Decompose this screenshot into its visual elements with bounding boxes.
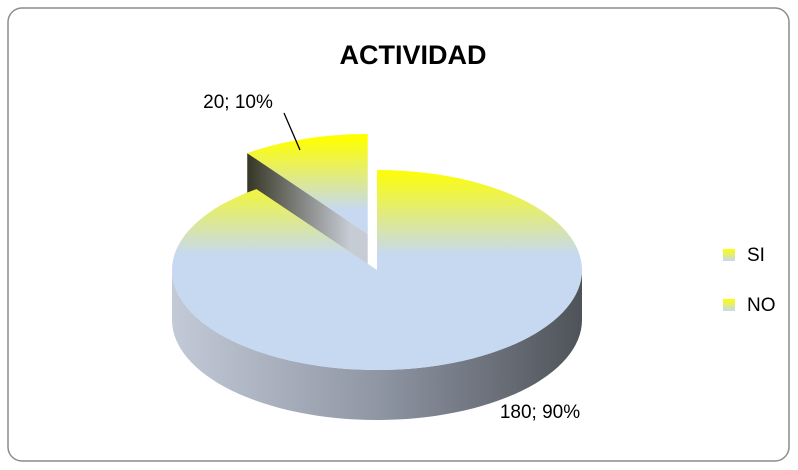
legend-swatch: [723, 299, 735, 311]
pie: [172, 134, 583, 420]
chart-title: ACTIVIDAD: [340, 40, 487, 70]
slice: [247, 134, 368, 234]
data-label: 20; 10%: [203, 92, 273, 113]
legend-swatch: [723, 249, 735, 261]
slice: [172, 170, 583, 370]
legend-label: SI: [747, 245, 765, 266]
slice-side: [172, 270, 582, 420]
leader-line: [283, 112, 301, 151]
legend-label: NO: [747, 295, 776, 316]
data-label: 180; 90%: [500, 402, 580, 423]
